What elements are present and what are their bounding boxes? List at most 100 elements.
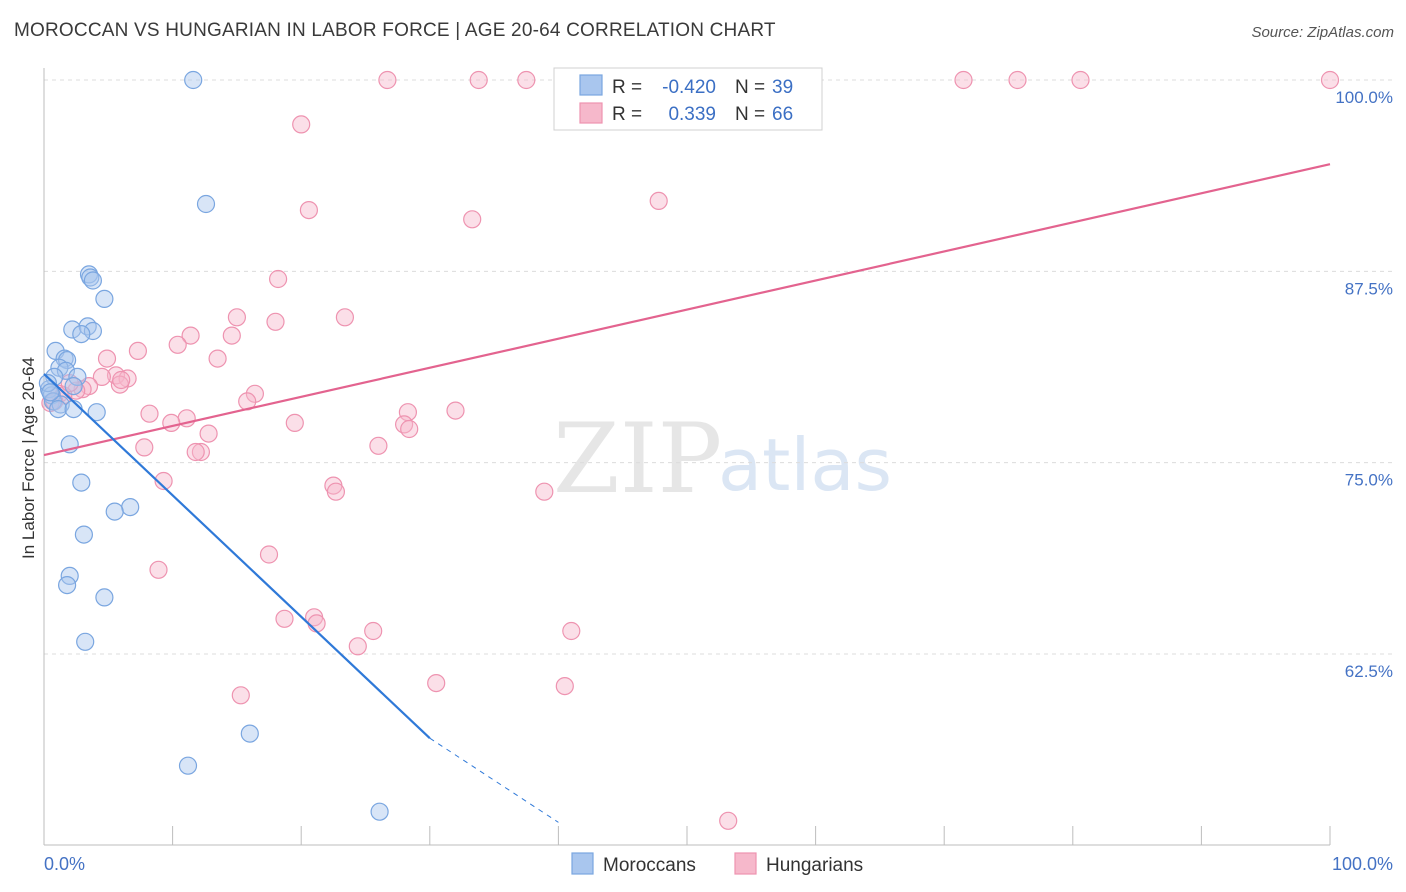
legend-hungarians-swatch bbox=[734, 852, 757, 875]
moroccan-point bbox=[63, 320, 82, 339]
hungarian-point bbox=[446, 401, 465, 420]
moroccan-point bbox=[95, 289, 114, 308]
moroccan-point bbox=[76, 632, 95, 651]
gridlines bbox=[44, 79, 1393, 655]
hungarian-point bbox=[259, 545, 279, 564]
hungarian-point bbox=[326, 482, 345, 501]
hungarian-point bbox=[649, 191, 668, 210]
hungarian-point bbox=[555, 676, 574, 696]
hungarian-point bbox=[231, 686, 250, 705]
hungarian-point bbox=[364, 621, 383, 641]
moroccan-point bbox=[370, 802, 389, 821]
hungarian-point bbox=[517, 70, 536, 90]
hungarian-point bbox=[562, 621, 581, 641]
hungarian-point bbox=[186, 442, 205, 462]
hungarian-point bbox=[469, 70, 488, 90]
moroccan-point bbox=[68, 367, 87, 386]
legend-hungarian-r-label: R = bbox=[612, 104, 642, 125]
hungarian-point bbox=[1071, 70, 1090, 90]
moroccan-point bbox=[240, 724, 259, 743]
hungarian-point bbox=[199, 424, 218, 443]
moroccan-trend-line bbox=[43, 373, 431, 739]
hungarian-point bbox=[719, 811, 738, 830]
moroccan-point bbox=[81, 268, 100, 287]
hungarian-point bbox=[307, 614, 326, 633]
moroccan-point bbox=[48, 400, 68, 419]
hungarian-point bbox=[369, 436, 388, 455]
hungarian-point bbox=[168, 335, 187, 354]
hungarian-point bbox=[191, 442, 210, 462]
chart-title: MOROCCAN VS HUNGARIAN IN LABOR FORCE | A… bbox=[14, 20, 776, 41]
hungarian-point bbox=[112, 370, 131, 390]
moroccan-trend-extension bbox=[429, 737, 559, 823]
series-legend: Moroccans Hungarians bbox=[571, 852, 863, 876]
x-axis-ticks bbox=[43, 826, 1331, 845]
hungarian-point bbox=[1008, 70, 1027, 90]
hungarian-point bbox=[140, 404, 159, 423]
hungarian-point bbox=[97, 349, 117, 368]
legend-hungarians-label: Hungarians bbox=[766, 855, 863, 876]
moroccan-point bbox=[57, 575, 77, 595]
legend-moroccan-n-label: N = bbox=[735, 77, 765, 98]
legend-moroccan-r-value: -0.420 bbox=[662, 77, 716, 98]
y-tick-label: 100.0% bbox=[1335, 88, 1393, 107]
legend-hungarian-r-value: 0.339 bbox=[668, 104, 716, 125]
moroccan-point bbox=[56, 361, 76, 380]
hungarian-point bbox=[378, 70, 397, 90]
hungarian-point bbox=[427, 673, 446, 693]
hungarian-point bbox=[208, 349, 227, 368]
hungarian-point bbox=[154, 471, 173, 491]
legend-hungarian-n-label: N = bbox=[735, 104, 765, 125]
y-axis-tick-labels: 100.0% 87.5% 75.0% 62.5% bbox=[1335, 88, 1393, 681]
hungarian-point bbox=[954, 70, 973, 90]
source-credit: Source: ZipAtlas.com bbox=[1251, 24, 1394, 41]
watermark-atlas: atlas bbox=[718, 423, 892, 507]
y-tick-label: 62.5% bbox=[1345, 662, 1393, 681]
moroccan-points bbox=[38, 70, 389, 821]
moroccan-point bbox=[74, 525, 94, 544]
legend-moroccans-label: Moroccans bbox=[603, 855, 696, 876]
hungarian-point bbox=[135, 438, 154, 457]
moroccan-point bbox=[105, 502, 124, 521]
moroccan-point bbox=[87, 403, 106, 422]
legend-moroccan-swatch bbox=[579, 74, 603, 96]
watermark-zip: ZIP bbox=[553, 403, 722, 515]
moroccan-point bbox=[72, 325, 91, 344]
correlation-legend: R = -0.420 N = 39 R = 0.339 N = 66 bbox=[553, 67, 823, 131]
moroccan-point bbox=[83, 271, 103, 290]
hungarian-point bbox=[245, 384, 264, 403]
hungarian-point bbox=[128, 341, 147, 360]
legend-moroccans-swatch bbox=[571, 852, 594, 875]
hungarian-point bbox=[266, 312, 285, 331]
y-axis-label: In Labor Force | Age 20-64 bbox=[19, 357, 38, 559]
hungarian-point bbox=[535, 482, 554, 501]
y-tick-label: 75.0% bbox=[1345, 471, 1393, 490]
moroccan-point bbox=[83, 321, 103, 341]
hungarian-point bbox=[227, 308, 246, 327]
hungarian-point bbox=[463, 210, 482, 229]
moroccan-point bbox=[184, 70, 203, 90]
hungarian-trend-line bbox=[43, 163, 1331, 457]
hungarian-point bbox=[400, 419, 419, 439]
moroccan-point bbox=[178, 756, 198, 775]
legend-moroccan-n-value: 39 bbox=[772, 77, 793, 98]
hungarian-point bbox=[285, 413, 304, 432]
hungarian-point bbox=[299, 201, 318, 220]
y-tick-label: 87.5% bbox=[1345, 279, 1393, 298]
hungarian-point bbox=[222, 326, 241, 345]
moroccan-point bbox=[64, 377, 83, 396]
legend-moroccan-r-label: R = bbox=[612, 77, 642, 98]
hungarian-point bbox=[92, 367, 112, 386]
hungarian-point bbox=[1320, 70, 1340, 90]
hungarian-point bbox=[292, 115, 311, 134]
hungarian-point bbox=[162, 413, 181, 432]
trend-lines bbox=[43, 163, 1331, 823]
hungarian-point bbox=[335, 308, 354, 327]
x-tick-label-min: 0.0% bbox=[44, 854, 85, 874]
moroccan-point bbox=[121, 498, 140, 517]
moroccan-point bbox=[41, 383, 60, 402]
hungarian-point bbox=[149, 560, 168, 579]
legend-hungarian-n-value: 66 bbox=[772, 104, 793, 125]
moroccan-point bbox=[72, 473, 91, 492]
moroccan-point bbox=[196, 194, 216, 214]
